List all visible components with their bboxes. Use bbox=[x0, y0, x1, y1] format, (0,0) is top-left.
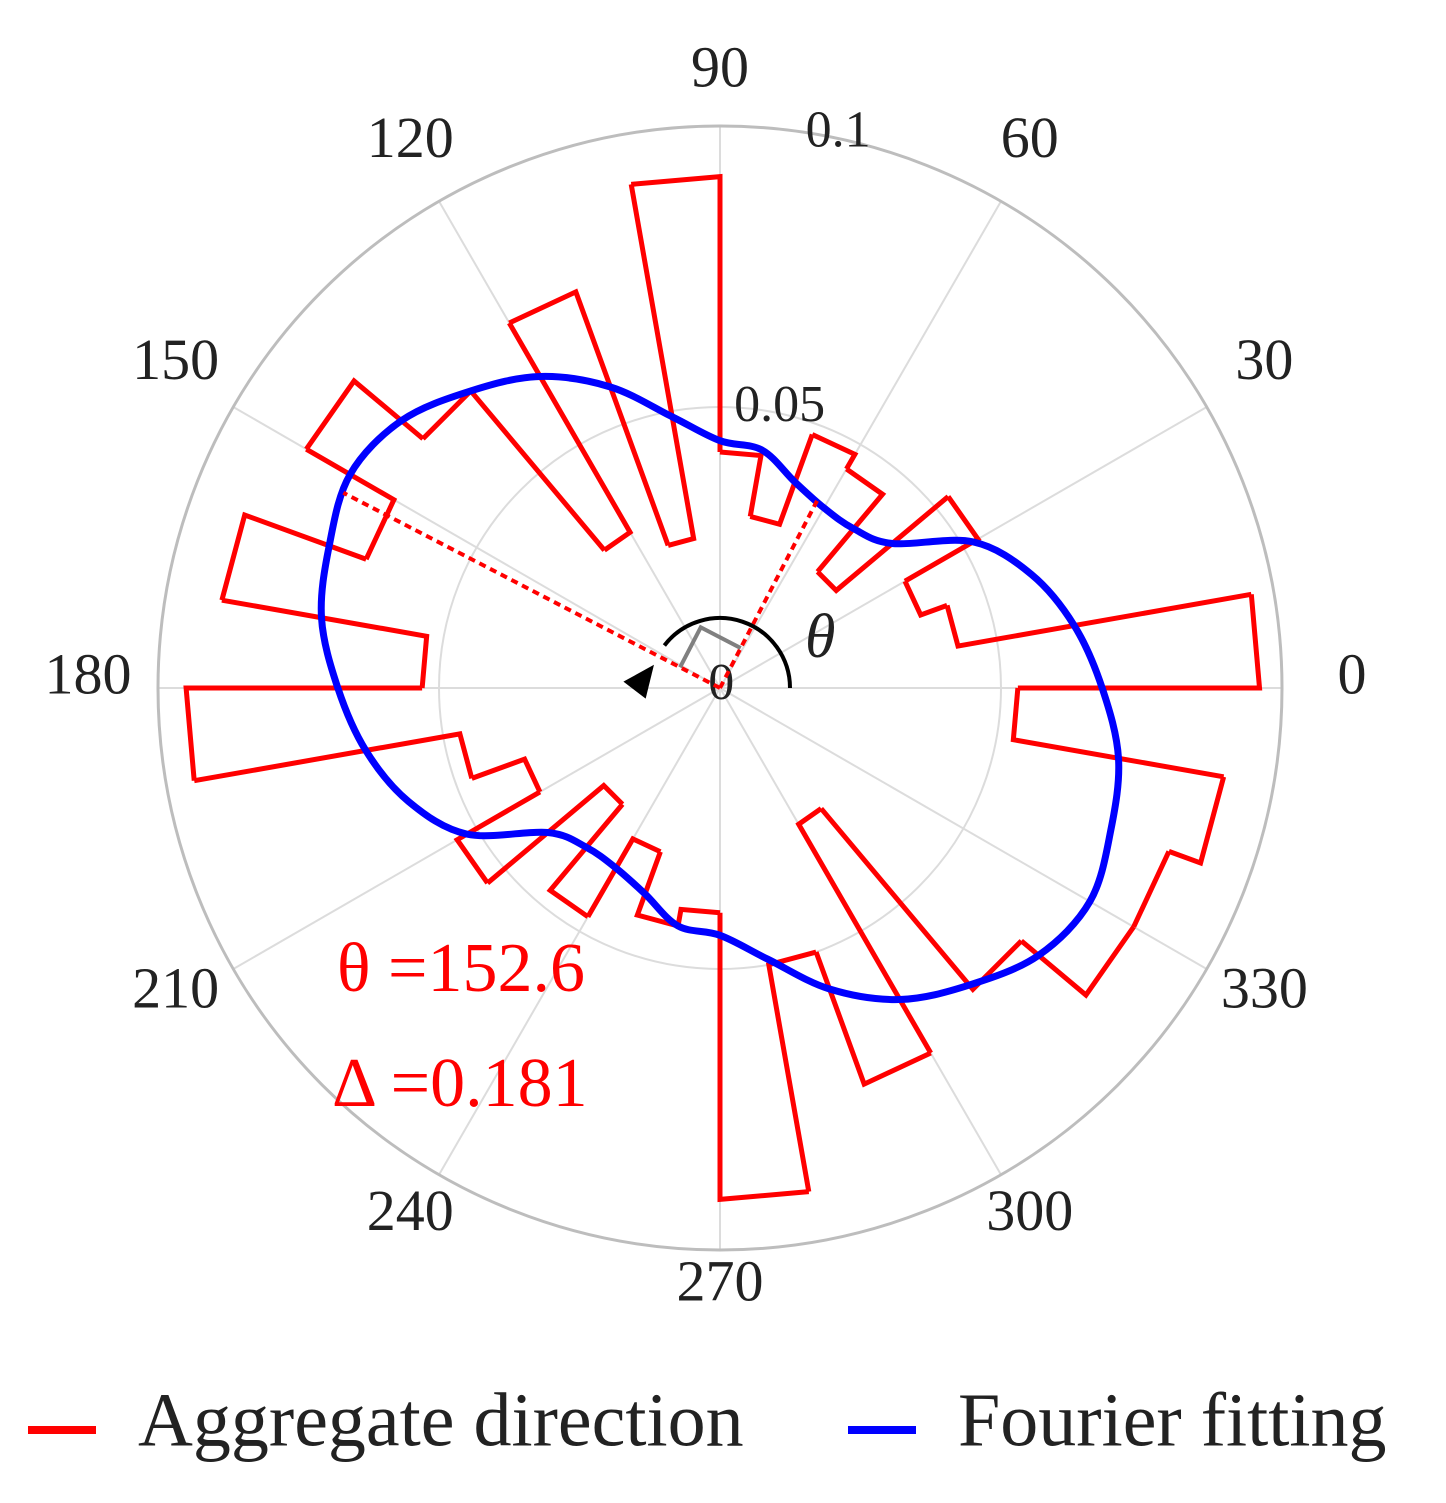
rose-bar bbox=[1017, 594, 1263, 691]
rose-bar bbox=[795, 806, 933, 1055]
legend-label: Aggregate direction bbox=[138, 1378, 744, 1462]
r-tick-label: 0.05 bbox=[734, 376, 825, 433]
theta-tick-label: 120 bbox=[367, 105, 454, 170]
rose-bar bbox=[765, 949, 817, 1193]
theta-tick-label: 30 bbox=[1235, 327, 1293, 392]
theta-tick-label: 330 bbox=[1221, 956, 1308, 1021]
rose-bar bbox=[717, 912, 810, 1203]
rose-bar bbox=[1019, 925, 1136, 999]
angle-arrowhead bbox=[623, 664, 654, 699]
rose-bar bbox=[719, 449, 764, 517]
theta-tick-label: 240 bbox=[367, 1178, 454, 1243]
direction-line bbox=[342, 491, 721, 690]
rose-bar bbox=[815, 494, 950, 594]
rose-bar bbox=[1168, 776, 1227, 867]
rose-bar bbox=[508, 288, 671, 547]
rose-bar bbox=[193, 731, 475, 784]
rose-bar bbox=[749, 433, 815, 528]
rose-bar bbox=[219, 511, 368, 601]
rose-bar bbox=[630, 173, 723, 452]
marks bbox=[183, 173, 1263, 1203]
rose-bar bbox=[546, 802, 625, 919]
rose-bar bbox=[1131, 850, 1172, 928]
rose-bar bbox=[421, 387, 607, 552]
theta-tick-label: 60 bbox=[1001, 105, 1059, 170]
rose-bar bbox=[634, 850, 679, 929]
annotation: Δ =0.181 bbox=[332, 1045, 588, 1122]
rose-bar bbox=[183, 685, 423, 781]
rose-bar bbox=[819, 806, 1024, 994]
rose-bar bbox=[221, 597, 430, 689]
theta-tick-label: 300 bbox=[986, 1178, 1073, 1243]
rose-bar bbox=[485, 782, 625, 885]
theta-tick-label: 210 bbox=[132, 956, 219, 1021]
rose-bar bbox=[815, 466, 887, 574]
rose-bar bbox=[813, 951, 932, 1088]
legend-label: Fourier fitting bbox=[958, 1378, 1387, 1462]
ring bbox=[156, 124, 1284, 1252]
rose-bar bbox=[903, 495, 982, 584]
rose-bar bbox=[944, 591, 1252, 649]
theta-tick-label: 270 bbox=[677, 1248, 764, 1313]
theta-symbol: θ bbox=[805, 603, 835, 671]
rose-bar bbox=[628, 183, 697, 548]
rose-bar bbox=[507, 321, 634, 553]
rose-bar bbox=[470, 755, 543, 794]
fit-curve bbox=[317, 372, 1123, 1004]
rose-bar bbox=[811, 432, 859, 471]
rose-bar bbox=[902, 580, 948, 619]
angle-arc bbox=[662, 616, 792, 689]
theta-tick-label: 180 bbox=[45, 641, 132, 706]
rose-bar bbox=[305, 446, 398, 561]
rose-bar bbox=[453, 789, 542, 885]
right-angle bbox=[678, 624, 742, 669]
rose-bar bbox=[675, 906, 721, 927]
theta-tick-label: 0 bbox=[1338, 641, 1367, 706]
theta-tick-label: 90 bbox=[691, 34, 749, 99]
annotation: θ =152.6 bbox=[337, 930, 585, 1007]
r-tick-label: 0.1 bbox=[806, 101, 871, 158]
theta-tick-label: 150 bbox=[132, 327, 219, 392]
rose-bar bbox=[1010, 687, 1225, 780]
rose-bar bbox=[585, 835, 662, 919]
